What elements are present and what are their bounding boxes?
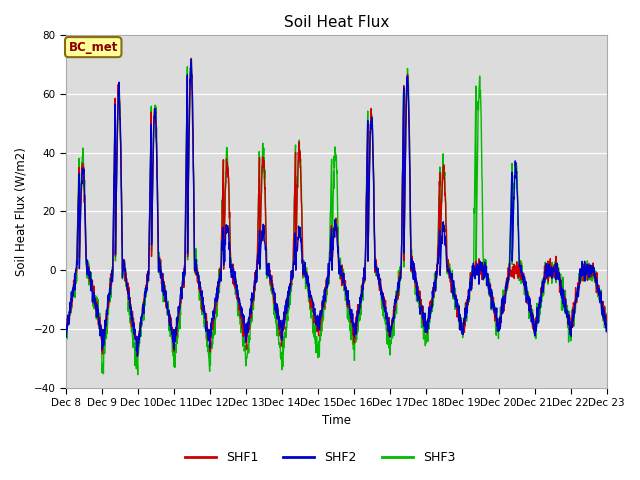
SHF2 xyxy=(62,331,70,336)
Legend: SHF1, SHF2, SHF3: SHF1, SHF2, SHF3 xyxy=(180,446,460,469)
Text: BC_met: BC_met xyxy=(68,41,118,54)
SHF3 xyxy=(213,303,221,309)
SHF1 xyxy=(133,353,141,359)
SHF1 xyxy=(353,323,360,329)
SHF3 xyxy=(62,336,70,342)
SHF1 xyxy=(364,258,372,264)
SHF3 xyxy=(603,319,611,324)
SHF2 xyxy=(603,321,611,326)
SHF1 xyxy=(213,291,221,297)
SHF1 xyxy=(62,330,70,336)
Line: SHF2: SHF2 xyxy=(66,60,607,356)
SHF3 xyxy=(364,245,372,251)
Line: SHF3: SHF3 xyxy=(66,59,607,374)
SHF2 xyxy=(570,309,578,315)
SHF2 xyxy=(213,285,221,291)
Title: Soil Heat Flux: Soil Heat Flux xyxy=(284,15,389,30)
SHF2 xyxy=(134,353,141,359)
SHF3 xyxy=(494,327,502,333)
SHF3 xyxy=(187,56,195,62)
Y-axis label: Soil Heat Flux (W/m2): Soil Heat Flux (W/m2) xyxy=(15,147,28,276)
SHF1 xyxy=(603,317,611,323)
SHF3 xyxy=(353,339,360,345)
SHF3 xyxy=(556,271,563,277)
SHF2 xyxy=(353,331,360,337)
SHF2 xyxy=(188,57,195,62)
X-axis label: Time: Time xyxy=(322,414,351,427)
SHF1 xyxy=(494,326,502,332)
SHF2 xyxy=(556,270,563,276)
SHF1 xyxy=(556,273,563,278)
SHF3 xyxy=(570,309,578,315)
Line: SHF1: SHF1 xyxy=(66,59,607,356)
SHF3 xyxy=(134,372,141,377)
SHF1 xyxy=(570,300,578,305)
SHF2 xyxy=(494,323,502,328)
SHF1 xyxy=(188,56,195,61)
SHF2 xyxy=(364,258,372,264)
